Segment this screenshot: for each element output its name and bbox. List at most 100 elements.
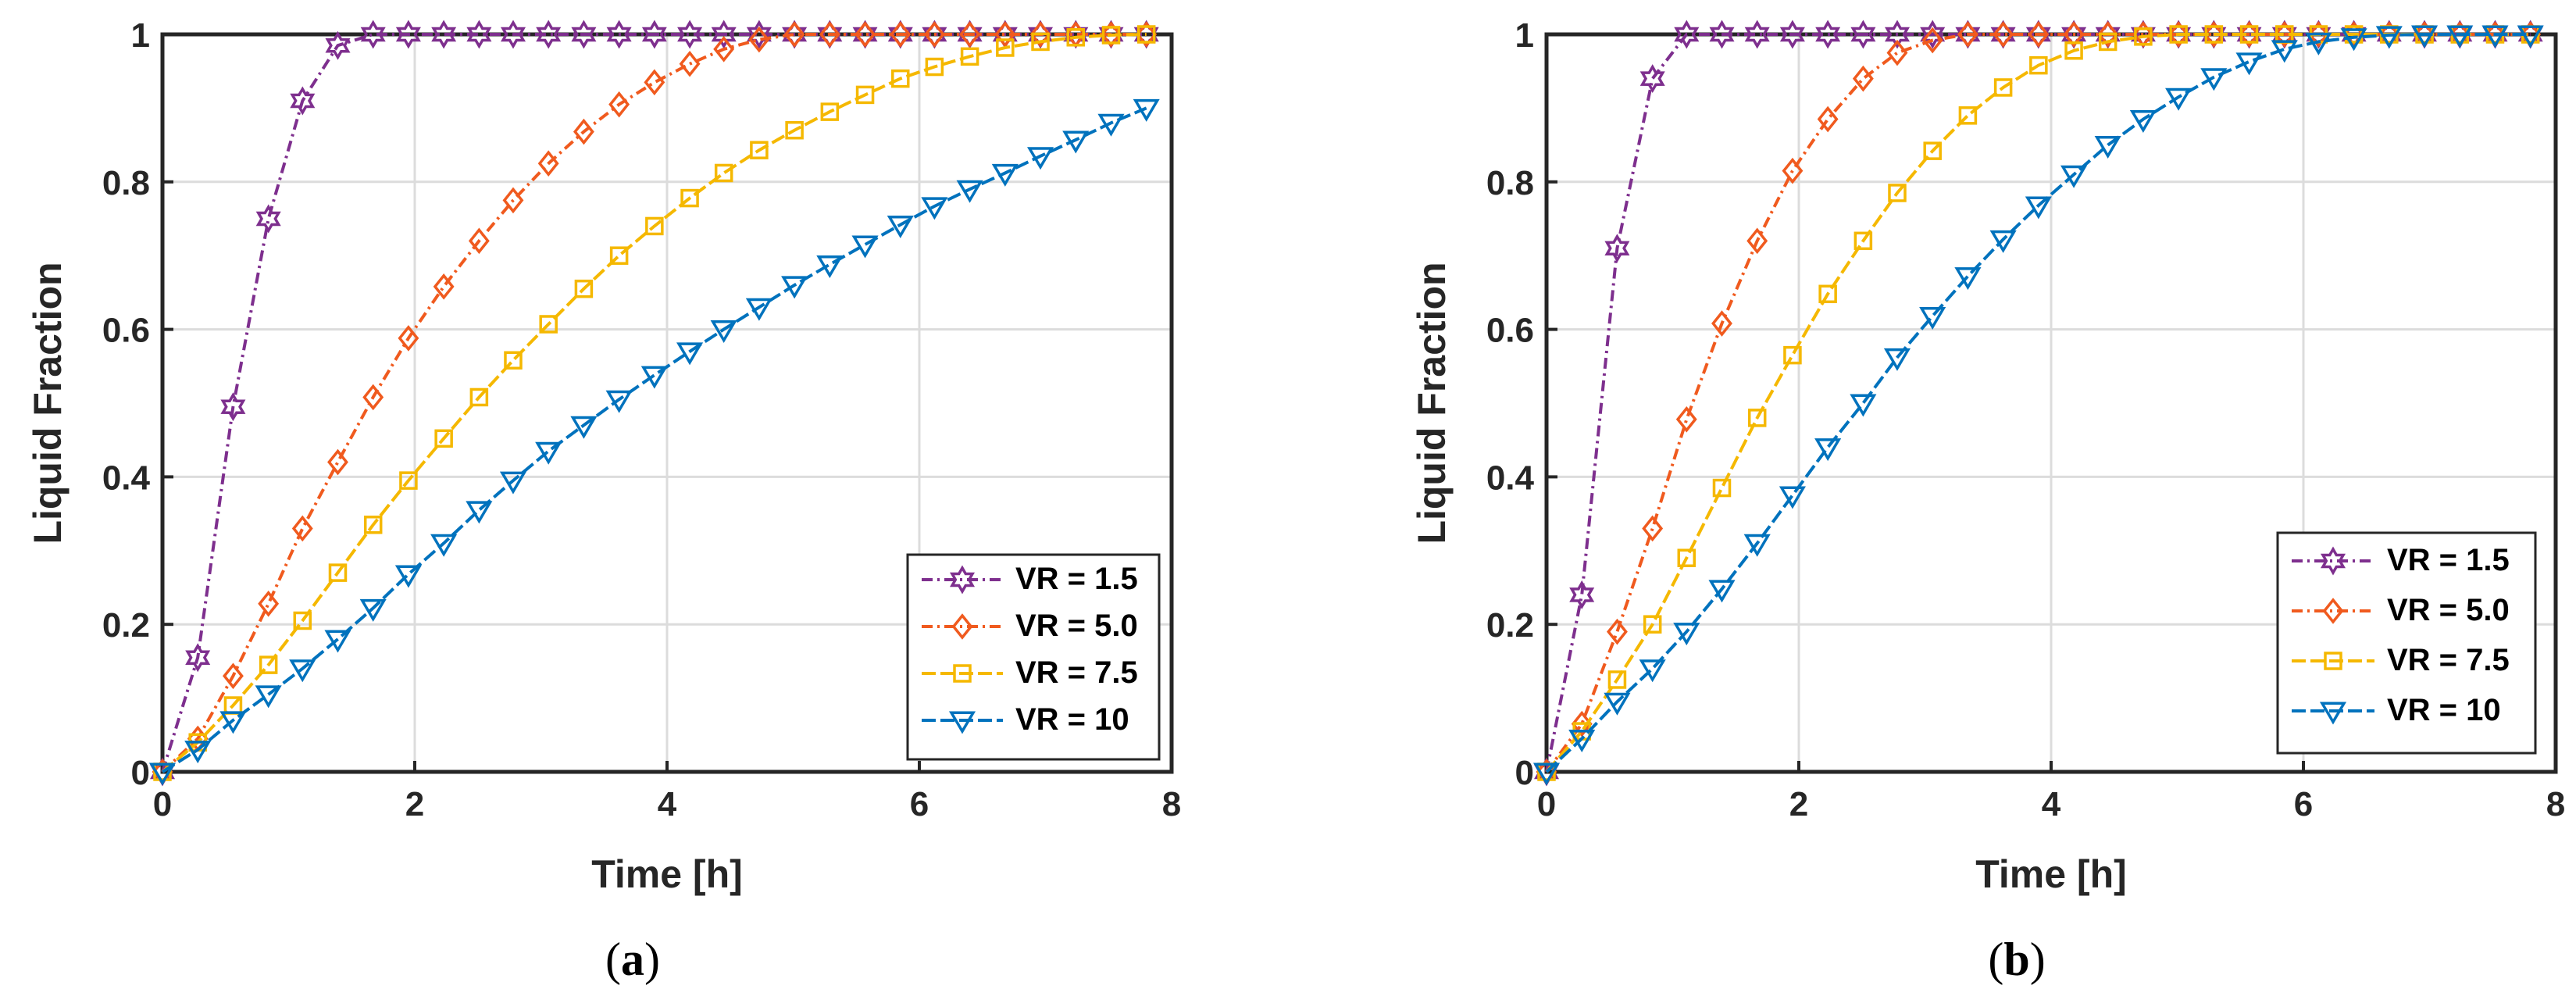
- data-point: [1568, 729, 1596, 752]
- data-point: [1674, 20, 1700, 49]
- data-point: [1817, 105, 1839, 133]
- data-point: [290, 86, 316, 116]
- data-point: [921, 197, 948, 220]
- data-point: [644, 69, 665, 96]
- y-tick-label: 0.4: [102, 459, 151, 497]
- data-point: [641, 20, 667, 49]
- data-point: [1708, 580, 1736, 603]
- x-tick-label: 2: [1789, 785, 1808, 823]
- panel-caption-a: (a): [605, 934, 660, 985]
- data-point: [1814, 438, 1842, 462]
- data-point: [1884, 20, 1911, 49]
- data-point: [394, 565, 422, 588]
- data-point: [535, 441, 562, 465]
- data-point: [395, 20, 421, 49]
- data-point: [255, 204, 281, 234]
- data-point: [1604, 234, 1630, 263]
- data-point: [1783, 345, 1802, 365]
- x-tick-label: 0: [153, 785, 172, 823]
- data-point: [746, 20, 772, 49]
- data-point: [2340, 28, 2367, 52]
- data-point: [960, 47, 979, 66]
- data-point: [1782, 157, 1804, 184]
- data-point: [185, 643, 211, 673]
- legend-marker: [2320, 546, 2346, 576]
- data-point: [1954, 267, 1982, 291]
- data-point: [1532, 762, 1561, 786]
- data-point: [2167, 21, 2189, 48]
- series-group: [148, 20, 1160, 787]
- data-point: [2410, 25, 2439, 48]
- data-point: [606, 20, 632, 49]
- data-point: [1101, 26, 1121, 45]
- caption-open-paren: (: [1988, 934, 2003, 985]
- legend-marker: [2319, 702, 2347, 725]
- data-point: [2203, 21, 2225, 48]
- data-point: [679, 50, 701, 77]
- legend-label-vr50: VR = 5.0: [1015, 609, 1138, 643]
- data-point: [1097, 113, 1125, 137]
- data-point: [430, 534, 458, 557]
- x-tick-label: 4: [658, 785, 677, 823]
- legend-items: [922, 565, 1003, 734]
- data-point: [605, 390, 633, 413]
- data-point: [1815, 20, 1841, 49]
- data-point: [956, 180, 983, 203]
- y-tick-label: 0: [1515, 754, 1534, 792]
- x-tick-label: 0: [1537, 785, 1556, 823]
- data-point: [1677, 548, 1697, 567]
- caption-open-paren: (: [605, 934, 621, 985]
- data-point: [328, 563, 348, 582]
- data-point: [431, 20, 457, 49]
- y-axis-label: Liquid Fraction: [1410, 262, 1454, 544]
- data-point: [222, 662, 244, 690]
- data-point: [2094, 136, 2121, 159]
- data-point: [1886, 39, 1908, 66]
- data-point: [890, 21, 912, 48]
- y-tick-label: 0.6: [1486, 312, 1534, 350]
- data-point: [1066, 28, 1086, 47]
- caption-letter: b: [2003, 934, 2029, 985]
- data-point: [1711, 310, 1732, 337]
- data-point: [184, 741, 212, 764]
- data-point: [645, 216, 664, 236]
- data-point: [325, 30, 351, 60]
- y-tick-label: 0.2: [1486, 606, 1534, 645]
- series-vr10: [1532, 25, 2544, 786]
- panel-caption-b: (b): [1988, 934, 2045, 985]
- data-point: [2063, 21, 2085, 48]
- series-vr50: [1536, 21, 2542, 785]
- data-point: [1029, 21, 1051, 48]
- data-point: [1604, 692, 1631, 716]
- data-point: [1026, 147, 1054, 170]
- y-tick-label: 0.8: [1486, 164, 1534, 202]
- data-point: [2239, 25, 2259, 44]
- data-point: [434, 429, 453, 448]
- data-point: [2200, 68, 2228, 91]
- x-tick-label: 2: [405, 785, 424, 823]
- legend-box: [2276, 531, 2537, 755]
- legend-marker: [953, 664, 972, 683]
- legend-marker: [2322, 598, 2344, 624]
- data-point: [816, 255, 844, 278]
- legend-label-vr15: VR = 1.5: [1015, 562, 1138, 596]
- y-tick-label: 0.4: [1486, 459, 1535, 497]
- data-point: [2271, 40, 2298, 63]
- data-point: [996, 38, 1015, 57]
- x-tick-label: 6: [910, 785, 929, 823]
- data-point: [785, 120, 804, 140]
- data-point: [1854, 231, 1873, 251]
- data-point: [2029, 55, 2048, 75]
- data-point: [293, 611, 312, 630]
- data-point: [1883, 348, 1911, 371]
- data-point: [887, 216, 914, 239]
- data-point: [570, 416, 598, 439]
- data-point: [750, 141, 769, 159]
- data-point: [820, 102, 840, 121]
- data-point: [362, 384, 384, 411]
- data-point: [2274, 21, 2296, 48]
- data-point: [2517, 25, 2544, 48]
- data-point: [819, 21, 840, 48]
- data-point: [608, 91, 630, 118]
- data-point: [2305, 32, 2332, 55]
